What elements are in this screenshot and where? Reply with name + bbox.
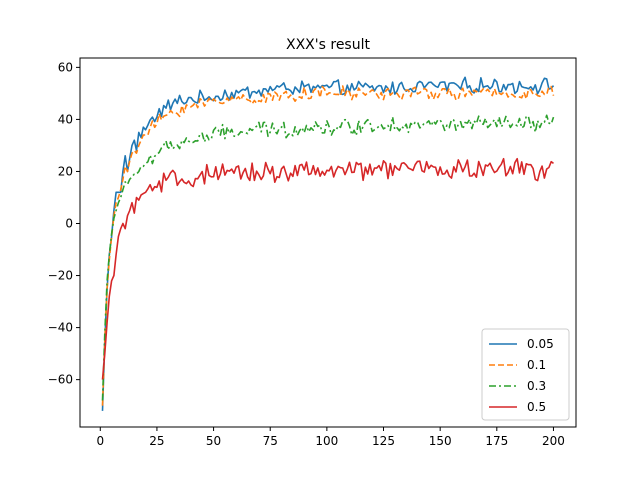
y-axis: −60 −40 −20 0 20 40 60: [48, 60, 80, 387]
y-tick-label: 60: [58, 60, 73, 74]
x-tick-label: 25: [149, 434, 164, 448]
legend-label: 0.1: [527, 358, 546, 372]
y-tick-label: 40: [58, 112, 73, 126]
y-tick-label: −40: [48, 321, 73, 335]
y-tick-label: 0: [65, 217, 73, 231]
x-tick-label: 75: [263, 434, 278, 448]
x-tick-label: 200: [542, 434, 565, 448]
y-tick-label: −20: [48, 269, 73, 283]
legend-label: 0.5: [527, 400, 546, 414]
y-tick-label: −60: [48, 373, 73, 387]
series-line-0.05: [101, 76, 555, 411]
x-tick-label: 150: [429, 434, 452, 448]
plot-lines: [101, 76, 555, 411]
x-tick-label: 100: [315, 434, 338, 448]
legend: 0.05 0.1 0.3 0.5: [481, 328, 570, 421]
plot-frame: [79, 57, 577, 428]
y-tick-label: 20: [58, 164, 73, 178]
legend-label: 0.3: [527, 379, 546, 393]
series-line-0.1: [101, 85, 555, 406]
x-tick-label: 0: [96, 434, 104, 448]
x-tick-label: 50: [206, 434, 221, 448]
series-line-0.5: [101, 157, 554, 380]
x-tick-label: 125: [372, 434, 395, 448]
chart-title: XXX's result: [286, 37, 370, 53]
legend-label: 0.05: [527, 337, 554, 351]
x-axis: 0 25 50 75 100 125 150 175 200: [96, 427, 565, 448]
series-line-0.3: [101, 114, 555, 401]
x-tick-label: 175: [485, 434, 508, 448]
legend-box: [481, 328, 570, 421]
